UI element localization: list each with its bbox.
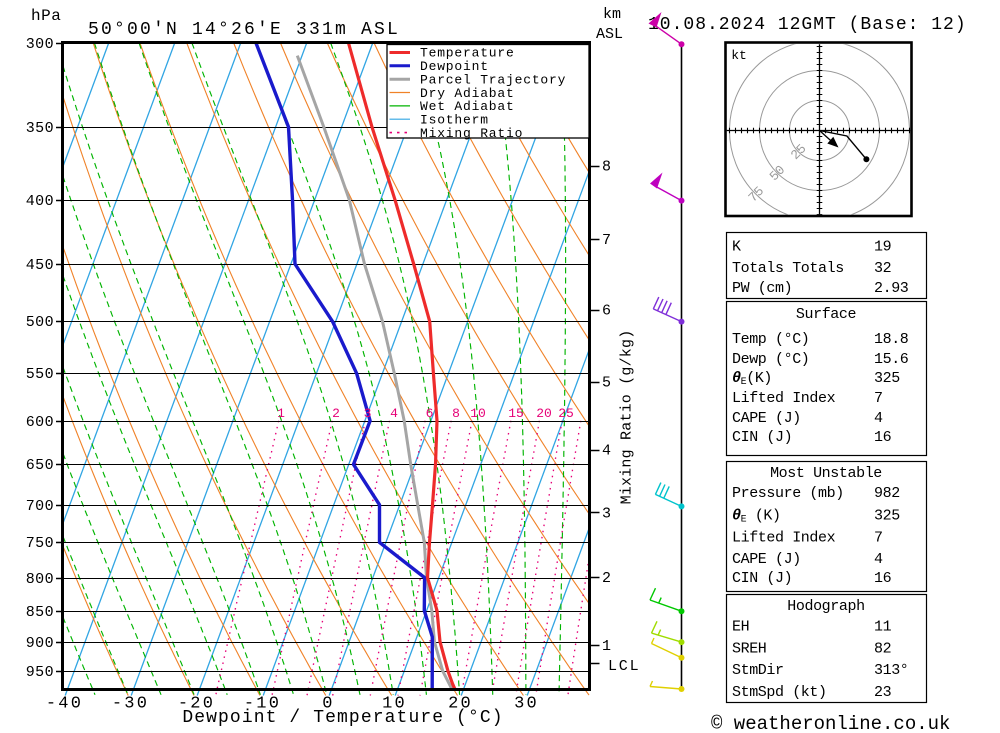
svg-text:950: 950	[26, 664, 54, 681]
svg-text:StmSpd (kt): StmSpd (kt)	[732, 684, 827, 701]
svg-text:Lifted Index: Lifted Index	[732, 390, 836, 407]
svg-text:Lifted Index: Lifted Index	[732, 530, 836, 547]
svg-text:Mixing Ratio (g/kg): Mixing Ratio (g/kg)	[619, 330, 636, 505]
svg-text:10.08.2024 12GMT (Base: 12): 10.08.2024 12GMT (Base: 12)	[648, 15, 967, 35]
svg-text:LCL: LCL	[608, 658, 640, 675]
svg-text:3: 3	[364, 406, 372, 421]
svg-text:800: 800	[26, 571, 54, 588]
svg-text:6: 6	[426, 406, 434, 421]
svg-text:ASL: ASL	[596, 26, 623, 43]
svg-text:Pressure (mb): Pressure (mb)	[732, 485, 844, 502]
svg-text:θE(K): θE(K)	[732, 370, 772, 388]
svg-text:16: 16	[874, 429, 892, 446]
svg-text:Most Unstable: Most Unstable	[770, 465, 882, 482]
svg-text:82: 82	[874, 640, 891, 657]
svg-text:PW (cm): PW (cm)	[732, 280, 792, 297]
svg-text:50°00'N 14°26'E 331m ASL: 50°00'N 14°26'E 331m ASL	[88, 20, 400, 40]
svg-text:6: 6	[602, 303, 611, 320]
svg-text:11: 11	[874, 618, 892, 635]
svg-text:Dewp (°C): Dewp (°C)	[732, 351, 809, 368]
svg-text:20: 20	[536, 406, 552, 421]
svg-text:-40: -40	[46, 695, 83, 714]
svg-text:Dewpoint / Temperature (°C): Dewpoint / Temperature (°C)	[182, 708, 503, 728]
svg-text:Wet Adiabat: Wet Adiabat	[420, 99, 515, 114]
svg-text:900: 900	[26, 635, 54, 652]
svg-text:7: 7	[602, 232, 611, 249]
svg-text:4: 4	[602, 443, 611, 460]
svg-text:7: 7	[874, 530, 883, 547]
svg-text:350: 350	[26, 120, 54, 137]
svg-text:Mixing Ratio: Mixing Ratio	[420, 126, 523, 141]
svg-text:1: 1	[602, 638, 611, 655]
svg-text:19: 19	[874, 239, 891, 256]
svg-text:1: 1	[277, 406, 285, 421]
svg-text:© weatheronline.co.uk: © weatheronline.co.uk	[711, 713, 950, 733]
svg-text:25: 25	[558, 406, 574, 421]
svg-text:10: 10	[382, 695, 407, 714]
svg-text:300: 300	[26, 36, 54, 53]
svg-text:600: 600	[26, 414, 54, 431]
svg-text:15: 15	[508, 406, 524, 421]
svg-text:Isotherm: Isotherm	[420, 113, 489, 128]
svg-text:km: km	[603, 6, 621, 23]
svg-text:-20: -20	[178, 695, 215, 714]
svg-text:16: 16	[874, 570, 892, 587]
svg-text:32: 32	[874, 260, 891, 277]
svg-text:Surface: Surface	[796, 306, 857, 323]
svg-text:313°: 313°	[874, 662, 908, 679]
svg-text:Dry Adiabat: Dry Adiabat	[420, 86, 515, 101]
svg-text:2.93: 2.93	[874, 280, 909, 297]
svg-text:K: K	[732, 239, 741, 256]
svg-text:15.6: 15.6	[874, 351, 909, 368]
svg-text:325: 325	[874, 370, 900, 387]
svg-text:325: 325	[874, 508, 900, 525]
svg-text:20: 20	[448, 695, 473, 714]
svg-text:982: 982	[874, 485, 900, 502]
svg-text:500: 500	[26, 314, 54, 331]
svg-text:850: 850	[26, 604, 54, 621]
svg-text:5: 5	[602, 375, 611, 392]
svg-text:10: 10	[470, 406, 486, 421]
svg-text:700: 700	[26, 498, 54, 515]
svg-text:4: 4	[390, 406, 398, 421]
svg-text:SREH: SREH	[732, 640, 766, 657]
svg-text:-30: -30	[112, 695, 149, 714]
svg-text:4: 4	[874, 551, 883, 568]
svg-text:EH: EH	[732, 618, 749, 635]
svg-text:30: 30	[514, 695, 539, 714]
svg-text:Temperature: Temperature	[420, 46, 515, 61]
svg-text:23: 23	[874, 684, 892, 701]
svg-text:CAPE (J): CAPE (J)	[732, 410, 801, 427]
svg-text:450: 450	[26, 257, 54, 274]
svg-text:0: 0	[322, 695, 334, 714]
svg-text:7: 7	[874, 390, 883, 407]
svg-text:8: 8	[602, 159, 611, 176]
svg-text:18.8: 18.8	[874, 331, 909, 348]
svg-text:Dewpoint: Dewpoint	[420, 59, 489, 74]
svg-text:2: 2	[602, 570, 611, 587]
svg-text:Hodograph: Hodograph	[787, 598, 864, 615]
svg-text:-10: -10	[244, 695, 281, 714]
svg-text:kt: kt	[731, 48, 747, 63]
svg-text:CAPE (J): CAPE (J)	[732, 551, 801, 568]
svg-text:StmDir: StmDir	[732, 662, 784, 679]
svg-text:550: 550	[26, 366, 54, 383]
svg-text:650: 650	[26, 457, 54, 474]
svg-text:400: 400	[26, 193, 54, 210]
svg-text:Totals Totals: Totals Totals	[732, 260, 844, 277]
svg-text:θE (K): θE (K)	[732, 508, 781, 526]
svg-text:3: 3	[602, 506, 611, 523]
svg-text:Parcel Trajectory: Parcel Trajectory	[420, 72, 566, 87]
svg-text:8: 8	[452, 406, 460, 421]
svg-text:CIN (J): CIN (J)	[732, 570, 792, 587]
svg-text:CIN (J): CIN (J)	[732, 429, 792, 446]
svg-text:Temp (°C): Temp (°C)	[732, 331, 809, 348]
svg-text:750: 750	[26, 535, 54, 552]
svg-text:2: 2	[332, 406, 340, 421]
svg-text:hPa: hPa	[31, 7, 61, 25]
svg-text:4: 4	[874, 410, 883, 427]
